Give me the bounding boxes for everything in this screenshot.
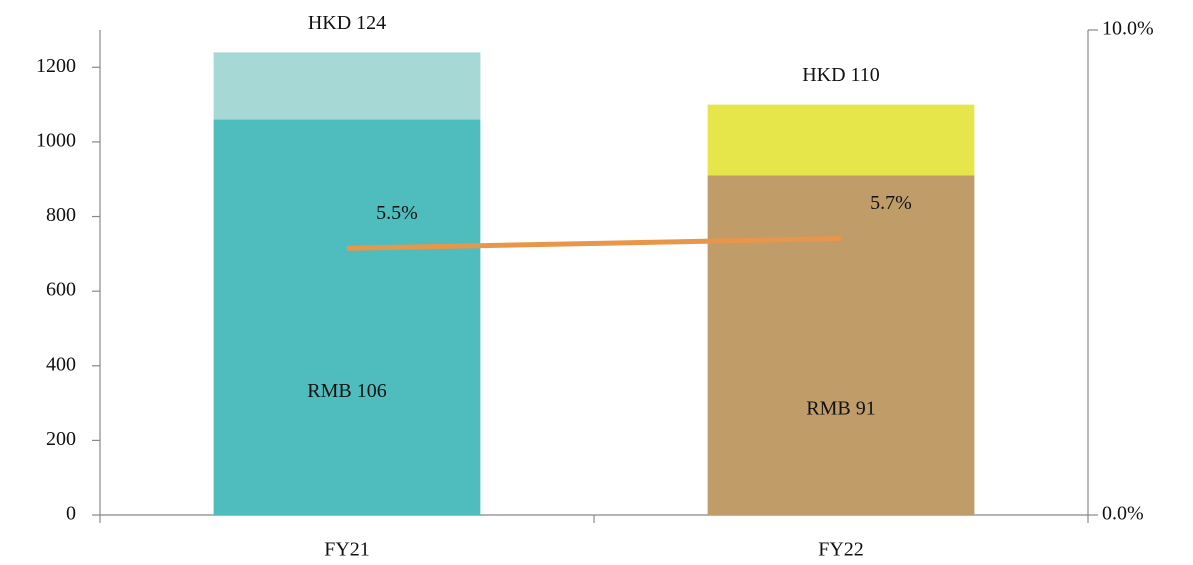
bar-label: RMB 106 [307, 380, 386, 402]
bar-label: RMB 91 [806, 397, 875, 419]
line-label: 5.5% [376, 202, 418, 224]
bar-segment [213, 119, 481, 516]
y2-tick-label: 0.0% [1102, 503, 1144, 525]
y2-tick-label: 10.0% [1102, 18, 1154, 40]
line-label: 5.7% [870, 192, 912, 214]
y-tick-label: 1200 [36, 55, 76, 77]
y-tick-label: 1000 [36, 130, 76, 152]
y-tick-label: 800 [46, 204, 76, 226]
y-tick-label: 200 [46, 428, 76, 450]
x-tick-label: FY21 [324, 539, 370, 561]
y-tick-label: 400 [46, 353, 76, 375]
bar-segment [707, 104, 975, 176]
line [346, 236, 842, 251]
bar-segment [707, 175, 975, 515]
total-label: HKD 110 [802, 64, 880, 86]
y-tick-label: 0 [66, 503, 76, 525]
bar-segment [213, 52, 481, 120]
x-tick-label: FY22 [818, 539, 864, 561]
y-tick-label: 600 [46, 279, 76, 301]
total-label: HKD 124 [308, 12, 386, 34]
